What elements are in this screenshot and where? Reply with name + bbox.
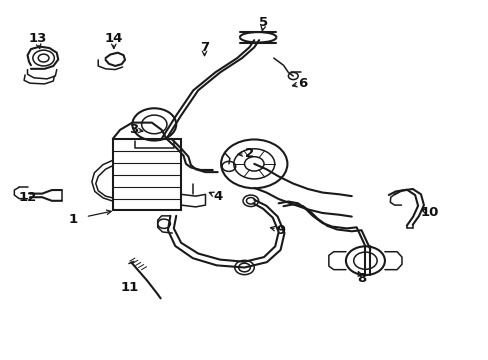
Text: 7: 7 <box>200 41 209 54</box>
Text: 12: 12 <box>19 192 37 204</box>
Text: 10: 10 <box>420 206 438 219</box>
Text: 13: 13 <box>28 32 46 45</box>
Text: 9: 9 <box>276 224 285 237</box>
Text: 8: 8 <box>356 272 366 285</box>
Text: 6: 6 <box>298 77 307 90</box>
Bar <box>113 139 181 211</box>
Text: 2: 2 <box>244 147 253 159</box>
Text: 1: 1 <box>68 213 77 226</box>
Text: 14: 14 <box>104 32 123 45</box>
Text: 5: 5 <box>259 16 268 29</box>
Text: 4: 4 <box>213 190 222 203</box>
Text: 11: 11 <box>121 281 139 294</box>
Text: 3: 3 <box>128 123 138 136</box>
